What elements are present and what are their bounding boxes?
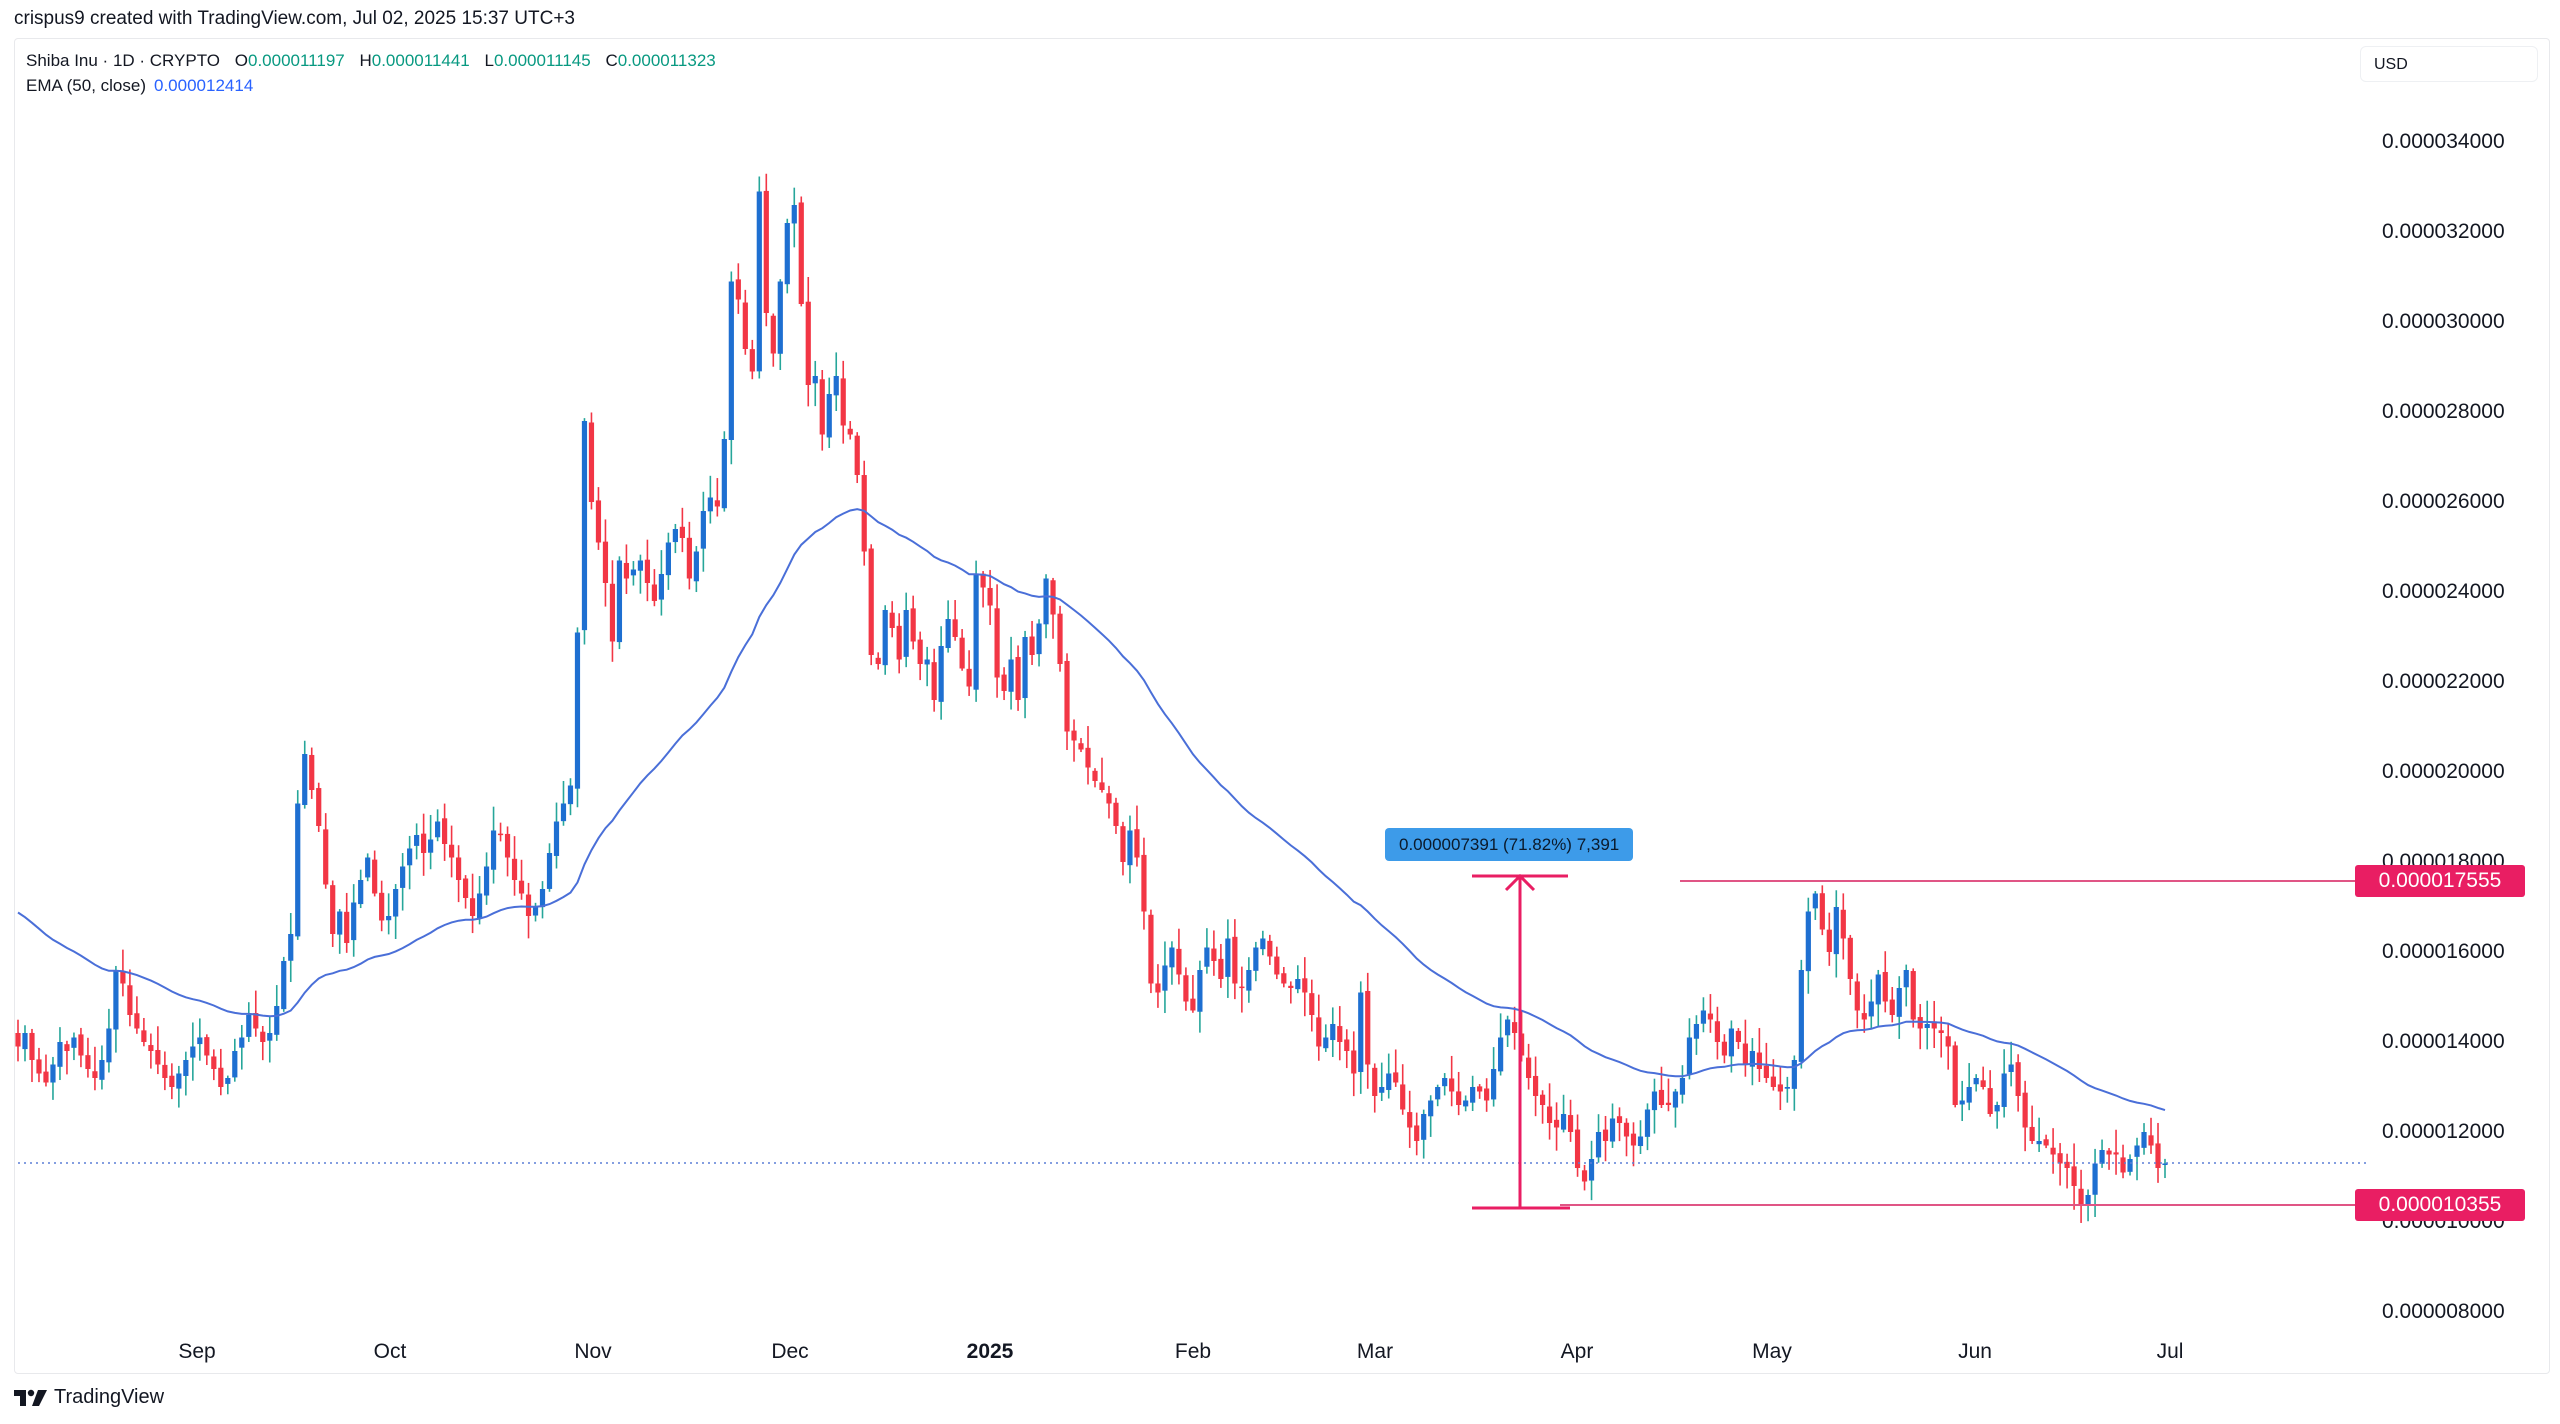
time-tick: 2025 — [966, 1340, 1014, 1363]
currency-selector[interactable]: USD — [2360, 46, 2538, 82]
high-label: H — [359, 51, 372, 70]
footer-brand: TradingView — [54, 1386, 165, 1408]
price-tick: 0.000028000 — [2382, 400, 2505, 423]
candles — [15, 173, 2168, 1223]
price-tick: 0.000034000 — [2382, 130, 2505, 153]
support-price-badge: 0.000010355 — [2355, 1189, 2525, 1221]
measure-tooltip: 0.000007391 (71.82%) 7,391 — [1385, 828, 1634, 861]
footer: TradingView — [14, 1386, 164, 1409]
time-tick: Mar — [1356, 1340, 1394, 1363]
ema-label[interactable]: EMA (50, close) — [26, 76, 146, 95]
tradingview-logo-icon — [14, 1389, 47, 1406]
time-tick: May — [1752, 1340, 1792, 1363]
price-tick: 0.000024000 — [2382, 580, 2505, 603]
time-tick: Apr — [1560, 1340, 1594, 1363]
time-tick: Jun — [1958, 1340, 1992, 1363]
close-value: 0.000011323 — [617, 51, 716, 70]
ema-row: EMA (50, close) 0.000012414 — [26, 73, 716, 98]
price-tick: 0.000026000 — [2382, 490, 2505, 513]
resistance-price: 0.000017555 — [2378, 869, 2502, 892]
price-tick: 0.000008000 — [2382, 1300, 2505, 1323]
price-tick: 0.000030000 — [2382, 310, 2505, 333]
open-value: 0.000011197 — [247, 51, 345, 70]
price-tick: 0.000016000 — [2382, 940, 2505, 963]
time-tick: Feb — [1174, 1340, 1212, 1363]
time-tick: Oct — [373, 1340, 407, 1363]
price-range-ruler[interactable] — [1472, 873, 1570, 1210]
price-tick: 0.000020000 — [2382, 760, 2505, 783]
price-tick: 0.000022000 — [2382, 670, 2505, 693]
low-value: 0.000011145 — [493, 51, 591, 70]
chart-credit: crispus9 created with TradingView.com, J… — [14, 8, 575, 29]
support-price: 0.000010355 — [2378, 1193, 2502, 1216]
time-tick: Sep — [178, 1340, 216, 1363]
symbol-name[interactable]: Shiba Inu · 1D · CRYPTO — [26, 51, 221, 70]
chart-frame[interactable] — [14, 38, 2550, 1374]
price-tick: 0.000014000 — [2382, 1030, 2505, 1053]
price-tick: 0.000032000 — [2382, 220, 2505, 243]
ema-line — [17, 508, 2166, 1112]
time-tick: Dec — [771, 1340, 809, 1363]
resistance-price-badge: 0.000017555 — [2355, 865, 2525, 897]
high-value: 0.000011441 — [371, 51, 470, 70]
time-tick: Nov — [574, 1340, 612, 1363]
price-tick: 0.000012000 — [2382, 1120, 2505, 1143]
close-label: C — [605, 51, 618, 70]
open-label: O — [234, 51, 248, 70]
ohlc-row: Shiba Inu · 1D · CRYPTO O0.000011197 H0.… — [26, 48, 716, 73]
chart-legend: Shiba Inu · 1D · CRYPTO O0.000011197 H0.… — [26, 48, 716, 98]
low-label: L — [484, 51, 494, 70]
measure-text: 0.000007391 (71.82%) 7,391 — [1399, 835, 1620, 854]
ema-value: 0.000012414 — [154, 76, 254, 95]
time-tick: Jul — [2156, 1340, 2184, 1363]
